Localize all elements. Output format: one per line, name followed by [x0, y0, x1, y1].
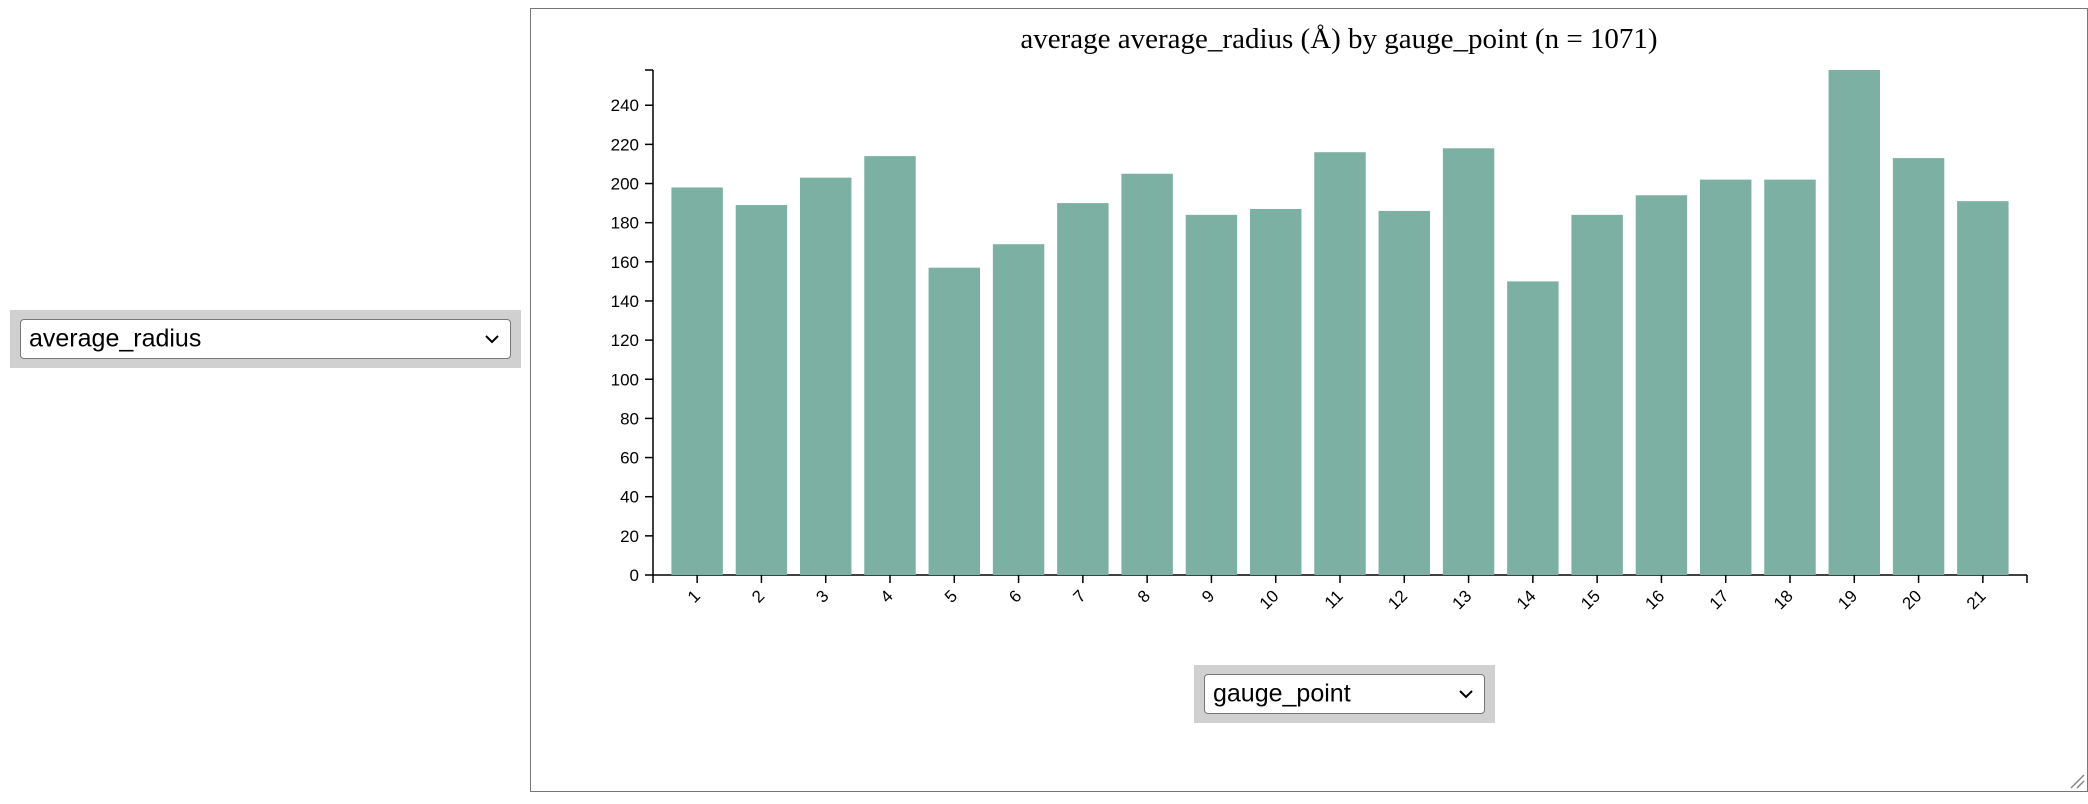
- x-tick-label: 5: [941, 586, 961, 606]
- y-tick-label: 100: [611, 370, 639, 389]
- x-tick-label: 10: [1256, 586, 1283, 613]
- y-tick-label: 180: [611, 214, 639, 233]
- y-axis: 0 20 40 60 80 100 120 140 160 180 200 220 240: [611, 69, 654, 585]
- bar-19: [1828, 70, 1880, 575]
- bar-2: [735, 205, 788, 575]
- y-variable-select[interactable]: average_radius: [20, 319, 511, 359]
- y-variable-select-container: average_radius: [10, 310, 521, 368]
- bar-7: [1057, 203, 1109, 575]
- bar-17: [1700, 179, 1752, 575]
- y-tick-label: 80: [620, 409, 639, 428]
- y-tick-label: 200: [611, 175, 639, 194]
- y-tick-label: 120: [611, 331, 639, 350]
- x-tick-label: 4: [877, 586, 897, 606]
- x-tick-label: 12: [1384, 586, 1411, 613]
- x-tick-label: 13: [1449, 586, 1476, 613]
- bar-3: [800, 177, 852, 576]
- x-tick-label: 11: [1321, 586, 1347, 612]
- bar-6: [992, 244, 1045, 575]
- bar-21: [1957, 201, 2009, 575]
- x-tick-label: 14: [1513, 586, 1540, 613]
- x-tick-label: 9: [1198, 586, 1218, 606]
- x-tick-label: 3: [812, 586, 832, 606]
- y-tick-label: 0: [630, 566, 639, 585]
- chevron-down-icon: [485, 335, 499, 344]
- chevron-down-icon: [1459, 690, 1473, 699]
- bar-4: [864, 156, 916, 575]
- bar-9: [1185, 214, 1238, 575]
- x-tick-label: 2: [748, 586, 768, 606]
- x-variable-select-container: gauge_point: [1194, 665, 1495, 723]
- x-tick-label: 21: [1963, 586, 1990, 613]
- y-tick-label: 40: [620, 488, 639, 507]
- bar-13: [1442, 148, 1495, 576]
- bar-14: [1507, 281, 1559, 575]
- x-tick-label: 16: [1641, 586, 1668, 613]
- chart-title: average average_radius (Å) by gauge_poin…: [1020, 23, 1657, 55]
- bars-group: [671, 70, 2009, 576]
- x-tick-label: 18: [1770, 586, 1797, 613]
- bar-10: [1250, 208, 1302, 575]
- bar-8: [1121, 173, 1173, 576]
- bar-11: [1314, 152, 1366, 576]
- bar-chart: average average_radius (Å) by gauge_poin…: [611, 23, 2028, 613]
- x-tick-label: 8: [1134, 586, 1154, 606]
- y-tick-label: 60: [620, 449, 639, 468]
- resize-handle-icon[interactable]: [2067, 771, 2085, 789]
- bar-12: [1378, 210, 1430, 575]
- y-tick-label: 140: [611, 292, 639, 311]
- x-tick-label: 20: [1899, 586, 1926, 613]
- x-tick-label: 6: [1005, 586, 1025, 606]
- bar-5: [928, 267, 980, 575]
- x-variable-selected-value: gauge_point: [1213, 679, 1351, 708]
- x-tick-label: 19: [1834, 586, 1861, 613]
- y-tick-label: 20: [620, 527, 639, 546]
- chart-panel: average average_radius (Å) by gauge_poin…: [530, 8, 2088, 792]
- y-variable-selected-value: average_radius: [29, 324, 202, 353]
- x-variable-select[interactable]: gauge_point: [1204, 674, 1485, 714]
- bar-18: [1764, 179, 1816, 575]
- bar-20: [1892, 158, 1945, 575]
- x-axis: 1 2 3 4 5 6 7 8 9 10 11 12 13 14 15 16 17 18 19 20 21: [652, 574, 2028, 613]
- bar-1: [671, 187, 723, 575]
- x-tick-label: 1: [684, 586, 704, 606]
- y-tick-label: 240: [611, 96, 639, 115]
- x-tick-label: 17: [1706, 586, 1733, 613]
- bar-16: [1635, 195, 1688, 576]
- x-tick-label: 7: [1070, 586, 1090, 606]
- y-tick-label: 160: [611, 253, 639, 272]
- y-tick-label: 220: [611, 135, 639, 154]
- bar-15: [1571, 214, 1623, 575]
- x-tick-label: 15: [1577, 586, 1604, 613]
